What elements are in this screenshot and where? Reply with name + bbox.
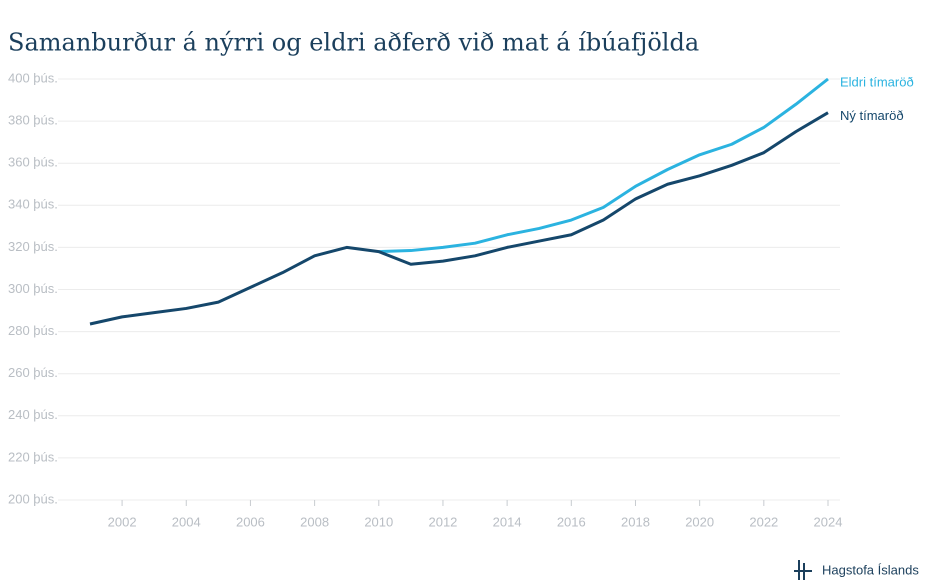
series-label: Ný tímaröð bbox=[840, 108, 904, 123]
y-tick-label: 360 þús. bbox=[8, 155, 58, 170]
line bbox=[378, 77, 829, 254]
y-tick-label: 280 þús. bbox=[8, 323, 58, 338]
y-tick-label: 200 þús. bbox=[8, 491, 58, 506]
x-tick-label: 2014 bbox=[493, 514, 522, 529]
series-label: Eldri tímaröð bbox=[840, 74, 914, 89]
y-tick-label: 220 þús. bbox=[8, 449, 58, 464]
x-tick-label: 2020 bbox=[685, 514, 714, 529]
y-tick-label: 320 þús. bbox=[8, 239, 58, 254]
x-tick-label: 2004 bbox=[172, 514, 201, 529]
line bbox=[89, 111, 829, 326]
y-tick-label: 240 þús. bbox=[8, 407, 58, 422]
x-tick-label: 2022 bbox=[749, 514, 778, 529]
x-tick-label: 2016 bbox=[557, 514, 586, 529]
y-tick-label: 340 þús. bbox=[8, 197, 58, 212]
x-tick-label: 2012 bbox=[428, 514, 457, 529]
x-tick-label: 2008 bbox=[300, 514, 329, 529]
y-tick-label: 380 þús. bbox=[8, 113, 58, 128]
x-tick-label: 2006 bbox=[236, 514, 265, 529]
source-logo bbox=[794, 560, 812, 580]
source: Hagstofa Íslands bbox=[822, 562, 919, 577]
y-tick-label: 260 þús. bbox=[8, 365, 58, 380]
x-tick-label: 2002 bbox=[108, 514, 137, 529]
x-tick-label: 2010 bbox=[364, 514, 393, 529]
x-tick-label: 2018 bbox=[621, 514, 650, 529]
y-tick-label: 400 þús. bbox=[8, 70, 58, 85]
y-tick-label: 300 þús. bbox=[8, 281, 58, 296]
x-tick-label: 2024 bbox=[814, 514, 843, 529]
chart-title: Samanburður á nýrri og eldri aðferð við … bbox=[8, 29, 699, 57]
